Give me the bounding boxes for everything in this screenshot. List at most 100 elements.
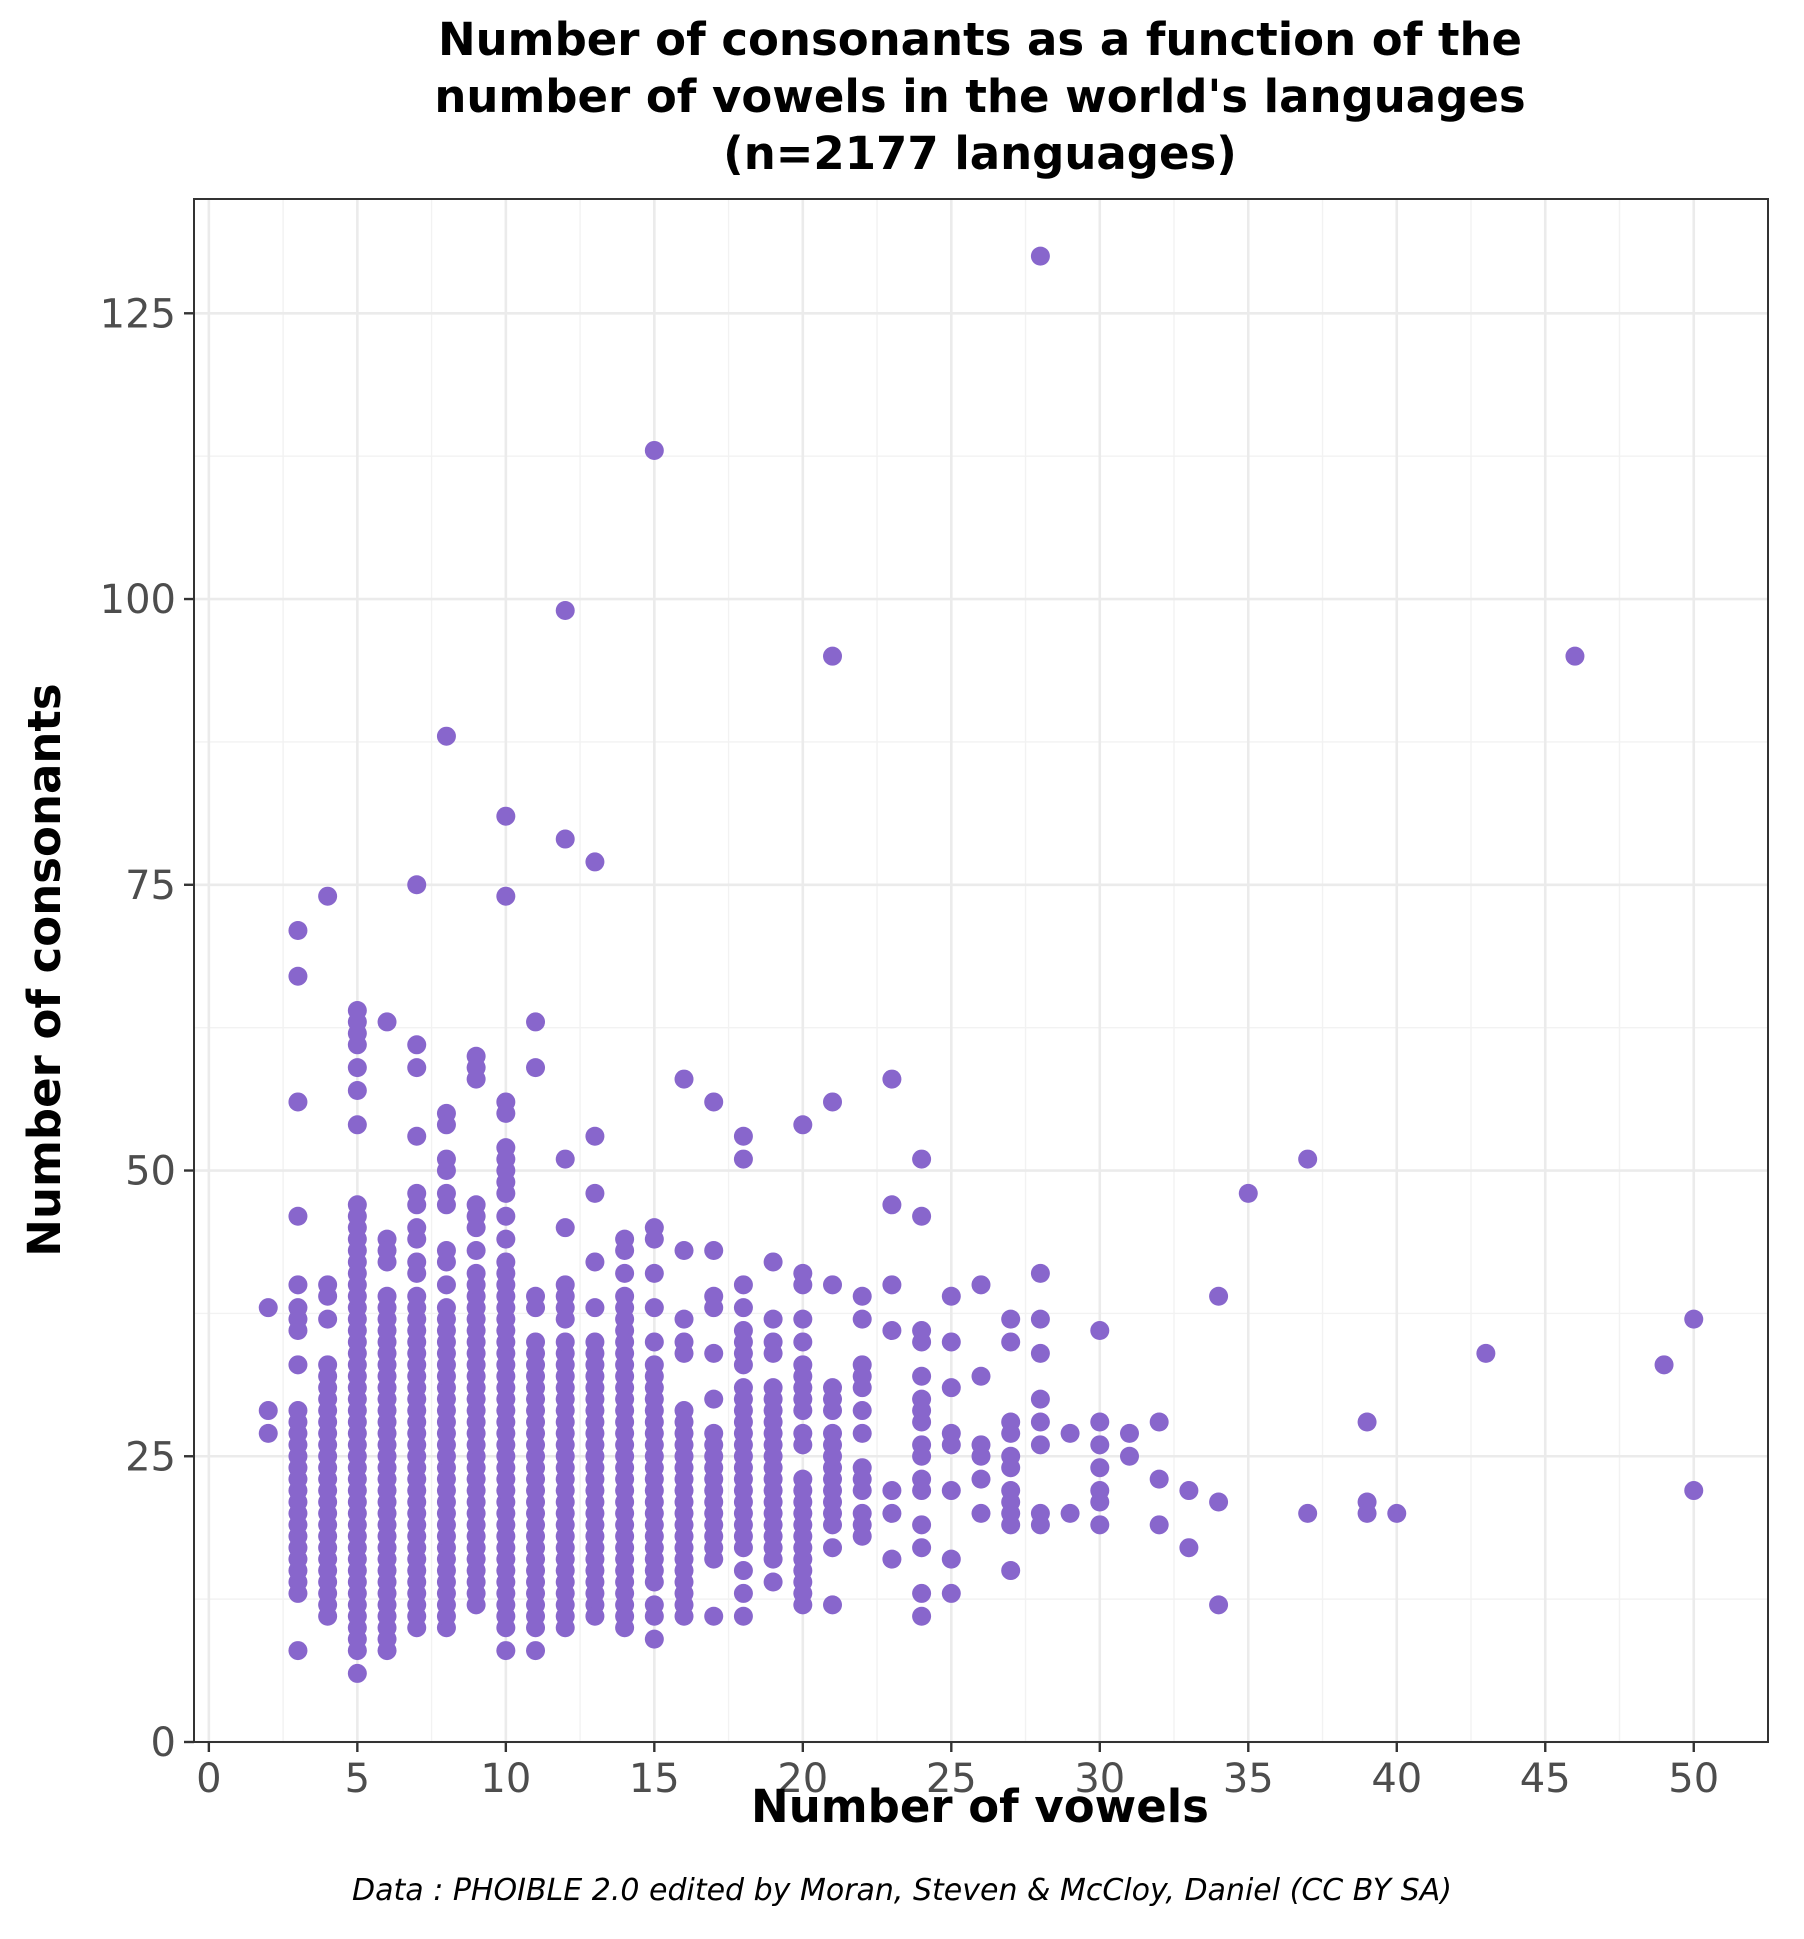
data-point — [852, 1378, 872, 1398]
data-point — [1001, 1515, 1021, 1535]
data-point — [644, 1332, 664, 1352]
data-point — [496, 1252, 516, 1272]
data-point — [347, 1115, 367, 1135]
data-point — [793, 1309, 813, 1329]
data-point — [1298, 1149, 1318, 1169]
data-point — [526, 1641, 546, 1661]
data-point — [466, 1263, 486, 1283]
data-points — [258, 246, 1704, 1683]
x-tick-label: 0 — [196, 1756, 221, 1802]
data-point — [555, 1309, 575, 1329]
data-point — [912, 1412, 932, 1432]
data-point — [496, 1229, 516, 1249]
data-point — [288, 966, 308, 986]
data-point — [733, 1606, 753, 1626]
data-point — [407, 1286, 427, 1306]
data-point — [1001, 1423, 1021, 1443]
data-point — [407, 1126, 427, 1146]
data-point — [882, 1503, 902, 1523]
data-point — [793, 1469, 813, 1489]
data-point — [1654, 1355, 1674, 1375]
data-point — [436, 726, 456, 746]
data-point — [1060, 1423, 1080, 1443]
data-point — [1030, 1412, 1050, 1432]
chart-title-line-2: number of vowels in the world's language… — [434, 70, 1525, 123]
data-point — [704, 1241, 724, 1261]
data-point — [1090, 1412, 1110, 1432]
data-point — [347, 1195, 367, 1215]
data-point — [852, 1309, 872, 1329]
data-point — [793, 1115, 813, 1135]
data-point — [704, 1423, 724, 1443]
data-point — [1149, 1515, 1169, 1535]
x-tick-label: 30 — [1074, 1756, 1125, 1802]
x-tick-label: 20 — [777, 1756, 828, 1802]
data-point — [1030, 1515, 1050, 1535]
data-point — [526, 1332, 546, 1352]
data-point — [1030, 1435, 1050, 1455]
data-point — [1030, 1309, 1050, 1329]
data-point — [347, 1663, 367, 1683]
data-point — [674, 1241, 694, 1261]
data-point — [823, 1401, 843, 1421]
data-point — [971, 1446, 991, 1466]
data-point — [615, 1618, 635, 1638]
data-point — [258, 1423, 278, 1443]
data-point — [407, 1035, 427, 1055]
data-point — [1119, 1446, 1139, 1466]
y-tick-label: 75 — [125, 863, 176, 909]
data-point — [1001, 1309, 1021, 1329]
data-point — [823, 1538, 843, 1558]
data-point — [1030, 1389, 1050, 1409]
data-point — [436, 1275, 456, 1295]
data-point — [258, 1298, 278, 1318]
data-point — [852, 1286, 872, 1306]
data-point — [1090, 1458, 1110, 1478]
data-point — [585, 1332, 605, 1352]
y-tick-label: 0 — [151, 1720, 176, 1766]
data-point — [585, 1298, 605, 1318]
data-point — [407, 1229, 427, 1249]
data-point — [823, 1423, 843, 1443]
data-point — [733, 1561, 753, 1581]
data-point — [436, 1161, 456, 1181]
data-point — [823, 1092, 843, 1112]
data-point — [496, 886, 516, 906]
data-point — [377, 1641, 397, 1661]
data-point — [377, 1012, 397, 1032]
x-tick-label: 50 — [1668, 1756, 1719, 1802]
data-point — [555, 1218, 575, 1238]
axis-ticks — [184, 312, 1695, 1752]
data-point — [288, 1641, 308, 1661]
data-point — [585, 1183, 605, 1203]
data-point — [407, 1263, 427, 1283]
data-point — [882, 1549, 902, 1569]
data-point — [793, 1275, 813, 1295]
data-point — [912, 1515, 932, 1535]
data-point — [615, 1263, 635, 1283]
data-point — [436, 1252, 456, 1272]
data-point — [466, 1218, 486, 1238]
data-point — [733, 1149, 753, 1169]
data-point — [288, 1092, 308, 1112]
data-point — [823, 646, 843, 666]
data-point — [793, 1435, 813, 1455]
data-point — [912, 1446, 932, 1466]
data-point — [763, 1343, 783, 1363]
data-point — [763, 1378, 783, 1398]
data-point — [288, 1321, 308, 1341]
data-point — [852, 1526, 872, 1546]
data-point — [644, 1229, 664, 1249]
data-point — [1209, 1286, 1229, 1306]
y-axis-title: Number of consonants — [18, 683, 71, 1256]
data-point — [496, 1183, 516, 1203]
data-point — [882, 1195, 902, 1215]
y-tick-label: 100 — [100, 577, 176, 623]
data-point — [882, 1481, 902, 1501]
data-point — [704, 1343, 724, 1363]
data-point — [288, 1275, 308, 1295]
plot-panel-border — [193, 198, 1769, 1743]
data-point — [912, 1583, 932, 1603]
x-tick-label: 5 — [345, 1756, 370, 1802]
data-point — [971, 1469, 991, 1489]
